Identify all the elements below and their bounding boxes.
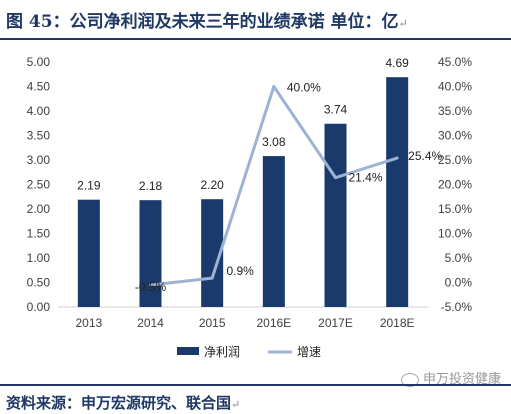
x-tick-label: 2017E [318, 316, 353, 330]
y-right-tick-label: 20.0% [438, 178, 472, 192]
y-left-tick-label: 5.00 [27, 55, 51, 69]
line-value-label: 21.4% [348, 171, 382, 185]
bar-value-label: 4.69 [385, 56, 409, 70]
y-right-tick-label: 25.0% [438, 153, 472, 167]
line-point-growth [149, 283, 152, 287]
line-point-growth [334, 176, 337, 180]
y-right-tick-label: 15.0% [438, 202, 472, 216]
line-point-growth [272, 85, 276, 88]
line-value-label: 40.0% [287, 81, 321, 95]
y-left-tick-label: 3.00 [27, 153, 51, 167]
y-left-tick-label: 1.00 [27, 251, 51, 265]
figure-title: 图 45：公司净利润及未来三年的业绩承诺 单位：亿 [6, 12, 399, 32]
line-point-growth [210, 276, 214, 280]
figure-header: 图 45：公司净利润及未来三年的业绩承诺 单位：亿↵ [0, 0, 511, 40]
line-value-label: -0.5% [135, 280, 167, 294]
y-left-tick-label: 2.00 [27, 202, 51, 216]
legend-label-growth: 增速 [297, 345, 321, 359]
y-left-tick-label: 4.00 [27, 104, 51, 118]
y-right-tick-label: 45.0% [438, 55, 472, 69]
legend-swatch-net-profit [177, 347, 199, 355]
y-right-tick-label: 10.0% [438, 227, 472, 241]
chart: 0.00 0.50 1.00 1.50 2.00 2.50 3.00 3.50 4.00 4.50… [27, 55, 473, 359]
x-tick-label: 2014 [137, 316, 164, 330]
line-point-growth [395, 156, 399, 160]
y-left-tick-label: 4.50 [27, 80, 51, 94]
wechat-icon [400, 372, 419, 387]
legend-label-net-profit: 净利润 [204, 345, 240, 359]
y-right-tick-label: 30.0% [438, 129, 472, 143]
source-note: 资料来源：申万宏源研究、联合国 [6, 394, 232, 412]
bar-net-profit [262, 156, 285, 307]
bar-net-profit [386, 77, 409, 307]
y-left-tick-label: 3.50 [27, 129, 51, 143]
y-left-tick-label: 0.00 [27, 300, 51, 314]
y-left-tick-label: 1.50 [27, 227, 51, 241]
bar-value-label: 2.19 [77, 179, 101, 193]
return-mark-footer: ↵ [231, 398, 241, 411]
y-right-tick-label: 35.0% [438, 104, 472, 118]
y-right-tick-label: 5.0% [445, 251, 473, 265]
bar-value-label: 3.08 [262, 135, 286, 149]
x-tick-label: 2016E [256, 316, 291, 330]
x-tick-label: 2015 [199, 316, 226, 330]
bar-value-label: 3.74 [324, 103, 348, 117]
bar-value-label: 2.18 [139, 179, 163, 193]
watermark: 申万投资健康 [400, 368, 501, 387]
y-left-tick-label: 0.50 [27, 276, 51, 290]
figure-footer: 资料来源：申万宏源研究、联合国↵ [0, 384, 511, 414]
x-tick-label: 2013 [75, 316, 102, 330]
return-mark: ↵ [398, 17, 408, 30]
y-right-tick-label: -5.0% [441, 300, 473, 314]
watermark-text: 申万投资健康 [422, 372, 501, 387]
line-value-label: 25.4% [408, 149, 442, 163]
bar-net-profit [324, 123, 347, 308]
bar-net-profit [139, 200, 162, 307]
y-right-tick-label: 0.0% [445, 276, 473, 290]
y-left-tick-label: 2.50 [27, 178, 51, 192]
line-value-label: 0.9% [226, 264, 254, 278]
bar-value-label: 2.20 [200, 178, 224, 192]
bar-net-profit [77, 199, 100, 307]
y-right-tick-label: 40.0% [438, 80, 472, 94]
x-tick-label: 2018E [380, 316, 415, 330]
